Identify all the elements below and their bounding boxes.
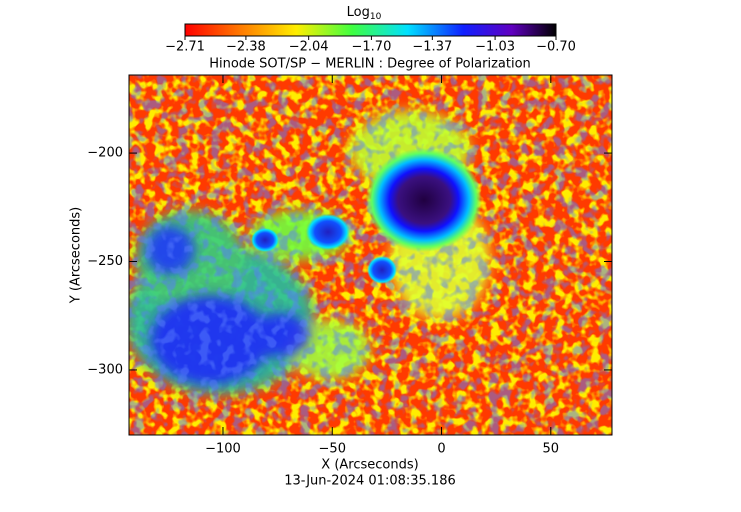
colorbar-tick-label: −2.71 — [165, 40, 205, 55]
x-axis-label: X (Arcseconds) — [321, 458, 418, 473]
colorbar-title-text: Log — [347, 5, 370, 20]
colorbar-tick-label: −2.04 — [289, 40, 329, 55]
colorbar-title-sub: 10 — [370, 12, 382, 22]
colorbar — [184, 23, 557, 37]
y-tick-label: −250 — [87, 254, 123, 269]
chart-title: Hinode SOT/SP − MERLIN : Degree of Polar… — [209, 57, 531, 72]
x-tick-label: 50 — [543, 442, 560, 457]
colorbar-tick-label: −1.37 — [412, 40, 452, 55]
y-tick-label: −300 — [87, 362, 123, 377]
y-axis-label: Y (Arcseconds) — [69, 207, 84, 304]
x-tick-label: −100 — [205, 442, 241, 457]
x-tick-label: −50 — [319, 442, 346, 457]
colorbar-tick-label: −1.03 — [475, 40, 515, 55]
plot-frame — [128, 74, 613, 436]
colorbar-tick-label: −1.70 — [352, 40, 392, 55]
colorbar-tick-label: −0.70 — [536, 40, 576, 55]
footer: 13-Jun-2024 01:08:35.186 — [284, 474, 456, 489]
image — [129, 75, 612, 435]
y-tick-label: −200 — [87, 146, 123, 161]
x-tick-label: 0 — [437, 442, 445, 457]
colorbar-tick-label: −2.38 — [226, 40, 266, 55]
colorbar-title: Log10 — [347, 5, 382, 22]
